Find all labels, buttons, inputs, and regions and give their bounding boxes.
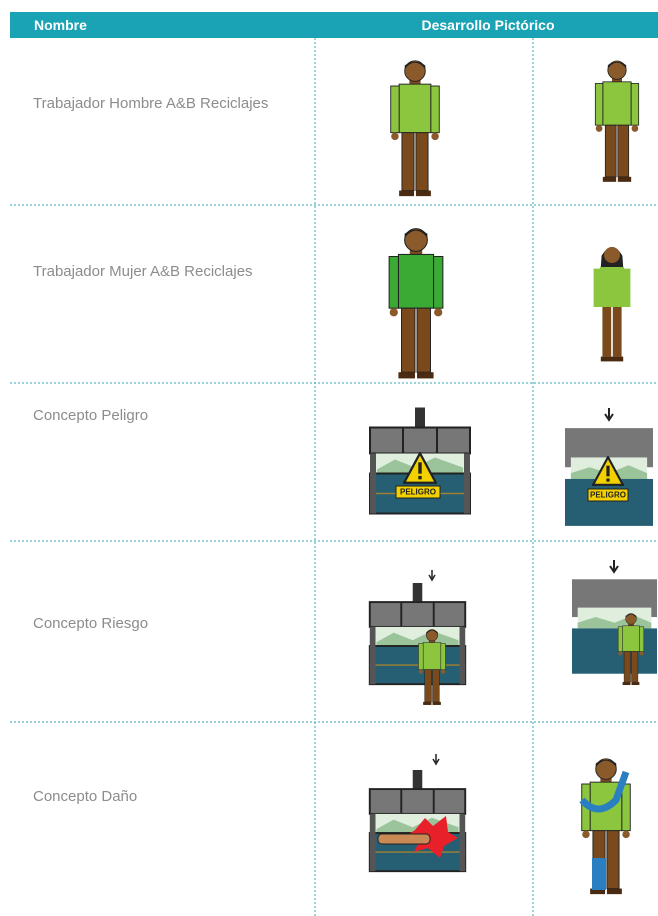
hand-icon: [377, 833, 431, 845]
arrow-icon: [432, 754, 440, 766]
illustration-man: [594, 60, 640, 183]
arrow-icon: [609, 560, 619, 574]
label-plate: [587, 488, 629, 502]
illustration-woman: [593, 247, 631, 362]
sling-icon: [579, 770, 630, 813]
row-label: Concepto Riesgo: [33, 615, 148, 632]
column-header: Nombre: [34, 17, 87, 33]
impact-icon: [406, 816, 458, 858]
header-bar: [10, 12, 658, 38]
illustration-text: PELIGRO: [400, 488, 436, 497]
row-label: Trabajador Mujer A&B Reciclajes: [33, 263, 253, 280]
arrow-icon: [428, 570, 436, 582]
illustration-man: [388, 228, 444, 379]
illustration-man: [390, 60, 440, 197]
illustration-press: [572, 579, 657, 674]
label-plate: [395, 485, 441, 499]
illustration-press: [365, 768, 467, 873]
cast-icon: [592, 858, 606, 890]
illustration-text: PELIGRO: [590, 491, 626, 500]
row-label: Concepto Peligro: [33, 407, 148, 424]
row-label: Concepto Daño: [33, 788, 137, 805]
column-header: Desarrollo Pictórico: [421, 17, 554, 33]
row-label: Trabajador Hombre A&B Reciclajes: [33, 95, 268, 112]
illustration-press: [365, 581, 467, 686]
arrow-icon: [604, 408, 614, 422]
